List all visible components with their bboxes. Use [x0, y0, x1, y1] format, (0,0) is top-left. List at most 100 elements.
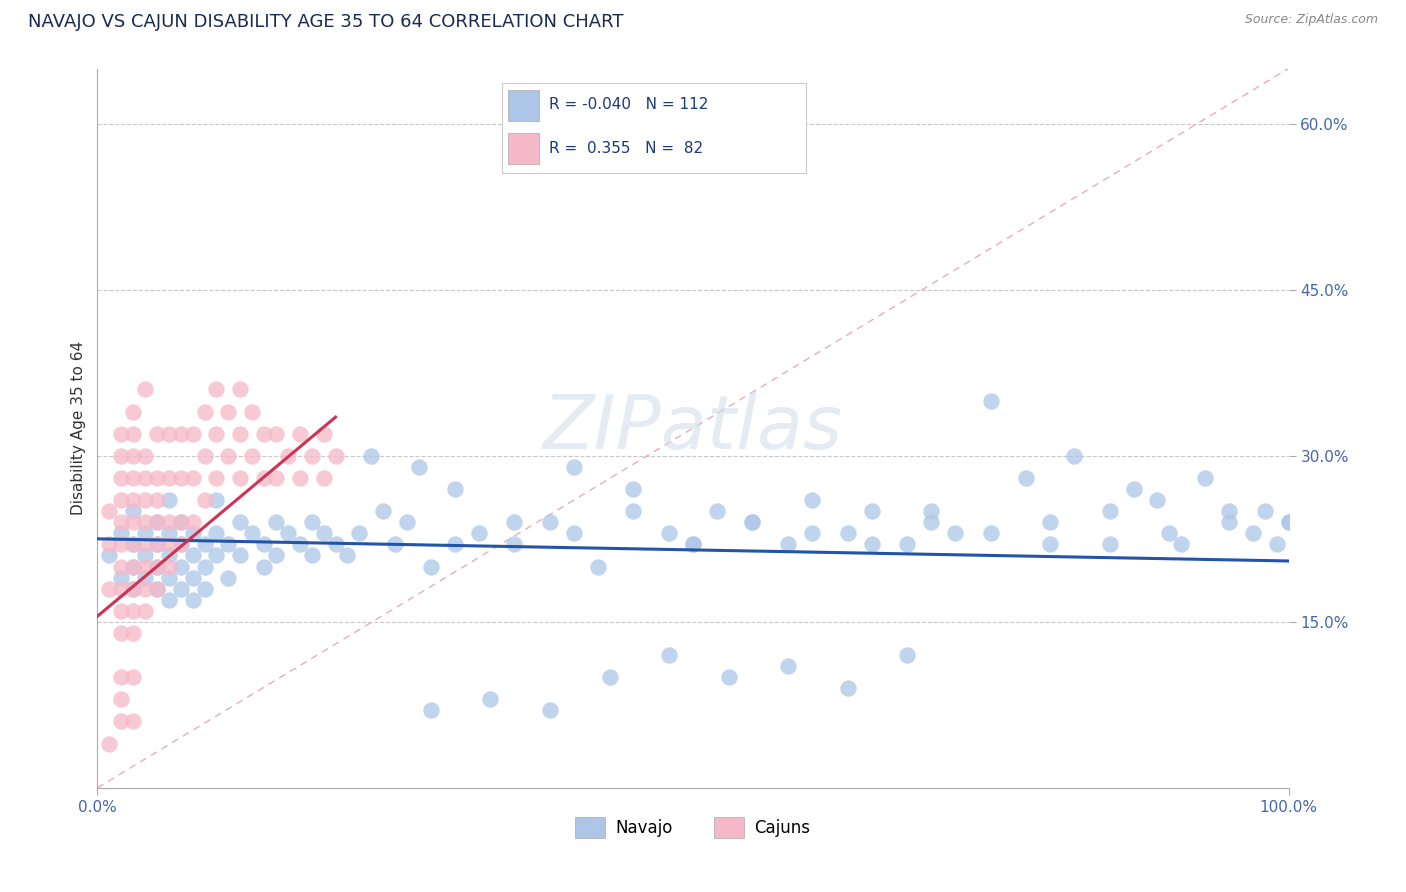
Point — [503, 537, 526, 551]
Point — [98, 737, 121, 751]
Point — [193, 559, 215, 574]
Point — [170, 515, 193, 529]
Point — [134, 604, 156, 618]
Point — [146, 426, 169, 441]
Point — [801, 493, 824, 508]
Point — [860, 504, 883, 518]
Point — [860, 537, 883, 551]
Point — [122, 626, 145, 640]
Point — [288, 426, 311, 441]
Point — [110, 537, 132, 551]
Point — [1194, 471, 1216, 485]
Point — [157, 493, 180, 508]
Point — [205, 526, 228, 541]
Point — [205, 383, 228, 397]
Point — [277, 449, 299, 463]
Point — [146, 582, 169, 596]
Point — [896, 648, 918, 662]
Point — [312, 426, 335, 441]
Point — [325, 537, 347, 551]
Point — [134, 537, 156, 551]
Point — [193, 449, 215, 463]
Point — [157, 471, 180, 485]
Point — [110, 582, 132, 596]
Point — [205, 426, 228, 441]
Point — [98, 537, 121, 551]
Point — [253, 426, 276, 441]
Point — [1063, 449, 1085, 463]
Point — [980, 393, 1002, 408]
Point — [146, 537, 169, 551]
Point — [621, 504, 644, 518]
Point — [146, 471, 169, 485]
Point — [240, 526, 263, 541]
Point — [360, 449, 382, 463]
Point — [193, 537, 215, 551]
Point — [943, 526, 966, 541]
Point — [896, 537, 918, 551]
Point — [229, 426, 252, 441]
Point — [1039, 515, 1062, 529]
Point — [110, 604, 132, 618]
Point — [682, 537, 704, 551]
Point — [205, 549, 228, 563]
Point — [134, 571, 156, 585]
Point — [146, 515, 169, 529]
Point — [717, 670, 740, 684]
Point — [122, 670, 145, 684]
Point — [157, 426, 180, 441]
Point — [134, 526, 156, 541]
Point — [682, 537, 704, 551]
Point — [503, 515, 526, 529]
Point — [110, 626, 132, 640]
Point — [920, 504, 942, 518]
Point — [110, 714, 132, 729]
Point — [467, 526, 489, 541]
Point — [134, 493, 156, 508]
Point — [181, 571, 204, 585]
Point — [134, 383, 156, 397]
Point — [181, 471, 204, 485]
Point — [122, 404, 145, 418]
Point — [217, 537, 239, 551]
Point — [146, 559, 169, 574]
Point — [193, 582, 215, 596]
Point — [146, 537, 169, 551]
Point — [170, 426, 193, 441]
Point — [1122, 482, 1144, 496]
Point — [110, 692, 132, 706]
Point — [217, 571, 239, 585]
Point — [122, 582, 145, 596]
Point — [373, 504, 395, 518]
Point — [443, 537, 465, 551]
Point — [778, 537, 800, 551]
Point — [122, 604, 145, 618]
Point — [157, 571, 180, 585]
Point — [217, 404, 239, 418]
Point — [122, 504, 145, 518]
Point — [181, 515, 204, 529]
Point — [98, 582, 121, 596]
Point — [264, 549, 287, 563]
Point — [98, 549, 121, 563]
Point — [264, 515, 287, 529]
Point — [408, 459, 430, 474]
Point — [253, 471, 276, 485]
Point — [170, 471, 193, 485]
Point — [1098, 537, 1121, 551]
Point — [229, 383, 252, 397]
Point — [396, 515, 419, 529]
Point — [146, 515, 169, 529]
Point — [110, 493, 132, 508]
Point — [157, 592, 180, 607]
Point — [1159, 526, 1181, 541]
Point — [837, 681, 859, 696]
Legend: Navajo, Cajuns: Navajo, Cajuns — [569, 811, 817, 844]
Point — [181, 426, 204, 441]
Point — [336, 549, 359, 563]
Point — [205, 471, 228, 485]
Point — [621, 482, 644, 496]
Point — [181, 549, 204, 563]
Point — [599, 670, 621, 684]
Point — [170, 582, 193, 596]
